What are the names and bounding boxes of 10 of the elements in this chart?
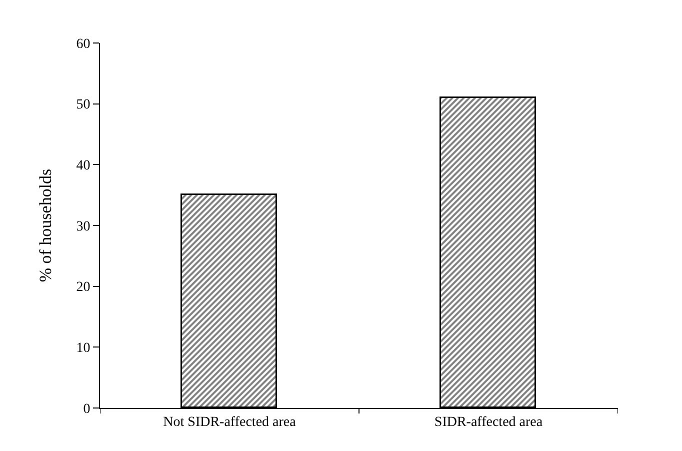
x-tick-label: Not SIDR-affected area [163, 414, 297, 430]
y-tick-label: 50 [76, 98, 90, 113]
y-tick-label: 60 [76, 36, 90, 52]
y-tick-label: 20 [76, 280, 90, 296]
x-tick-label: SIDR-affected area [434, 414, 544, 430]
y-tick-label: 40 [76, 158, 90, 174]
y-axis-title: % of households [36, 168, 55, 282]
y-tick-label: 0 [83, 402, 90, 417]
y-tick-label: 10 [76, 341, 90, 356]
y-tick-label: 30 [76, 219, 90, 234]
